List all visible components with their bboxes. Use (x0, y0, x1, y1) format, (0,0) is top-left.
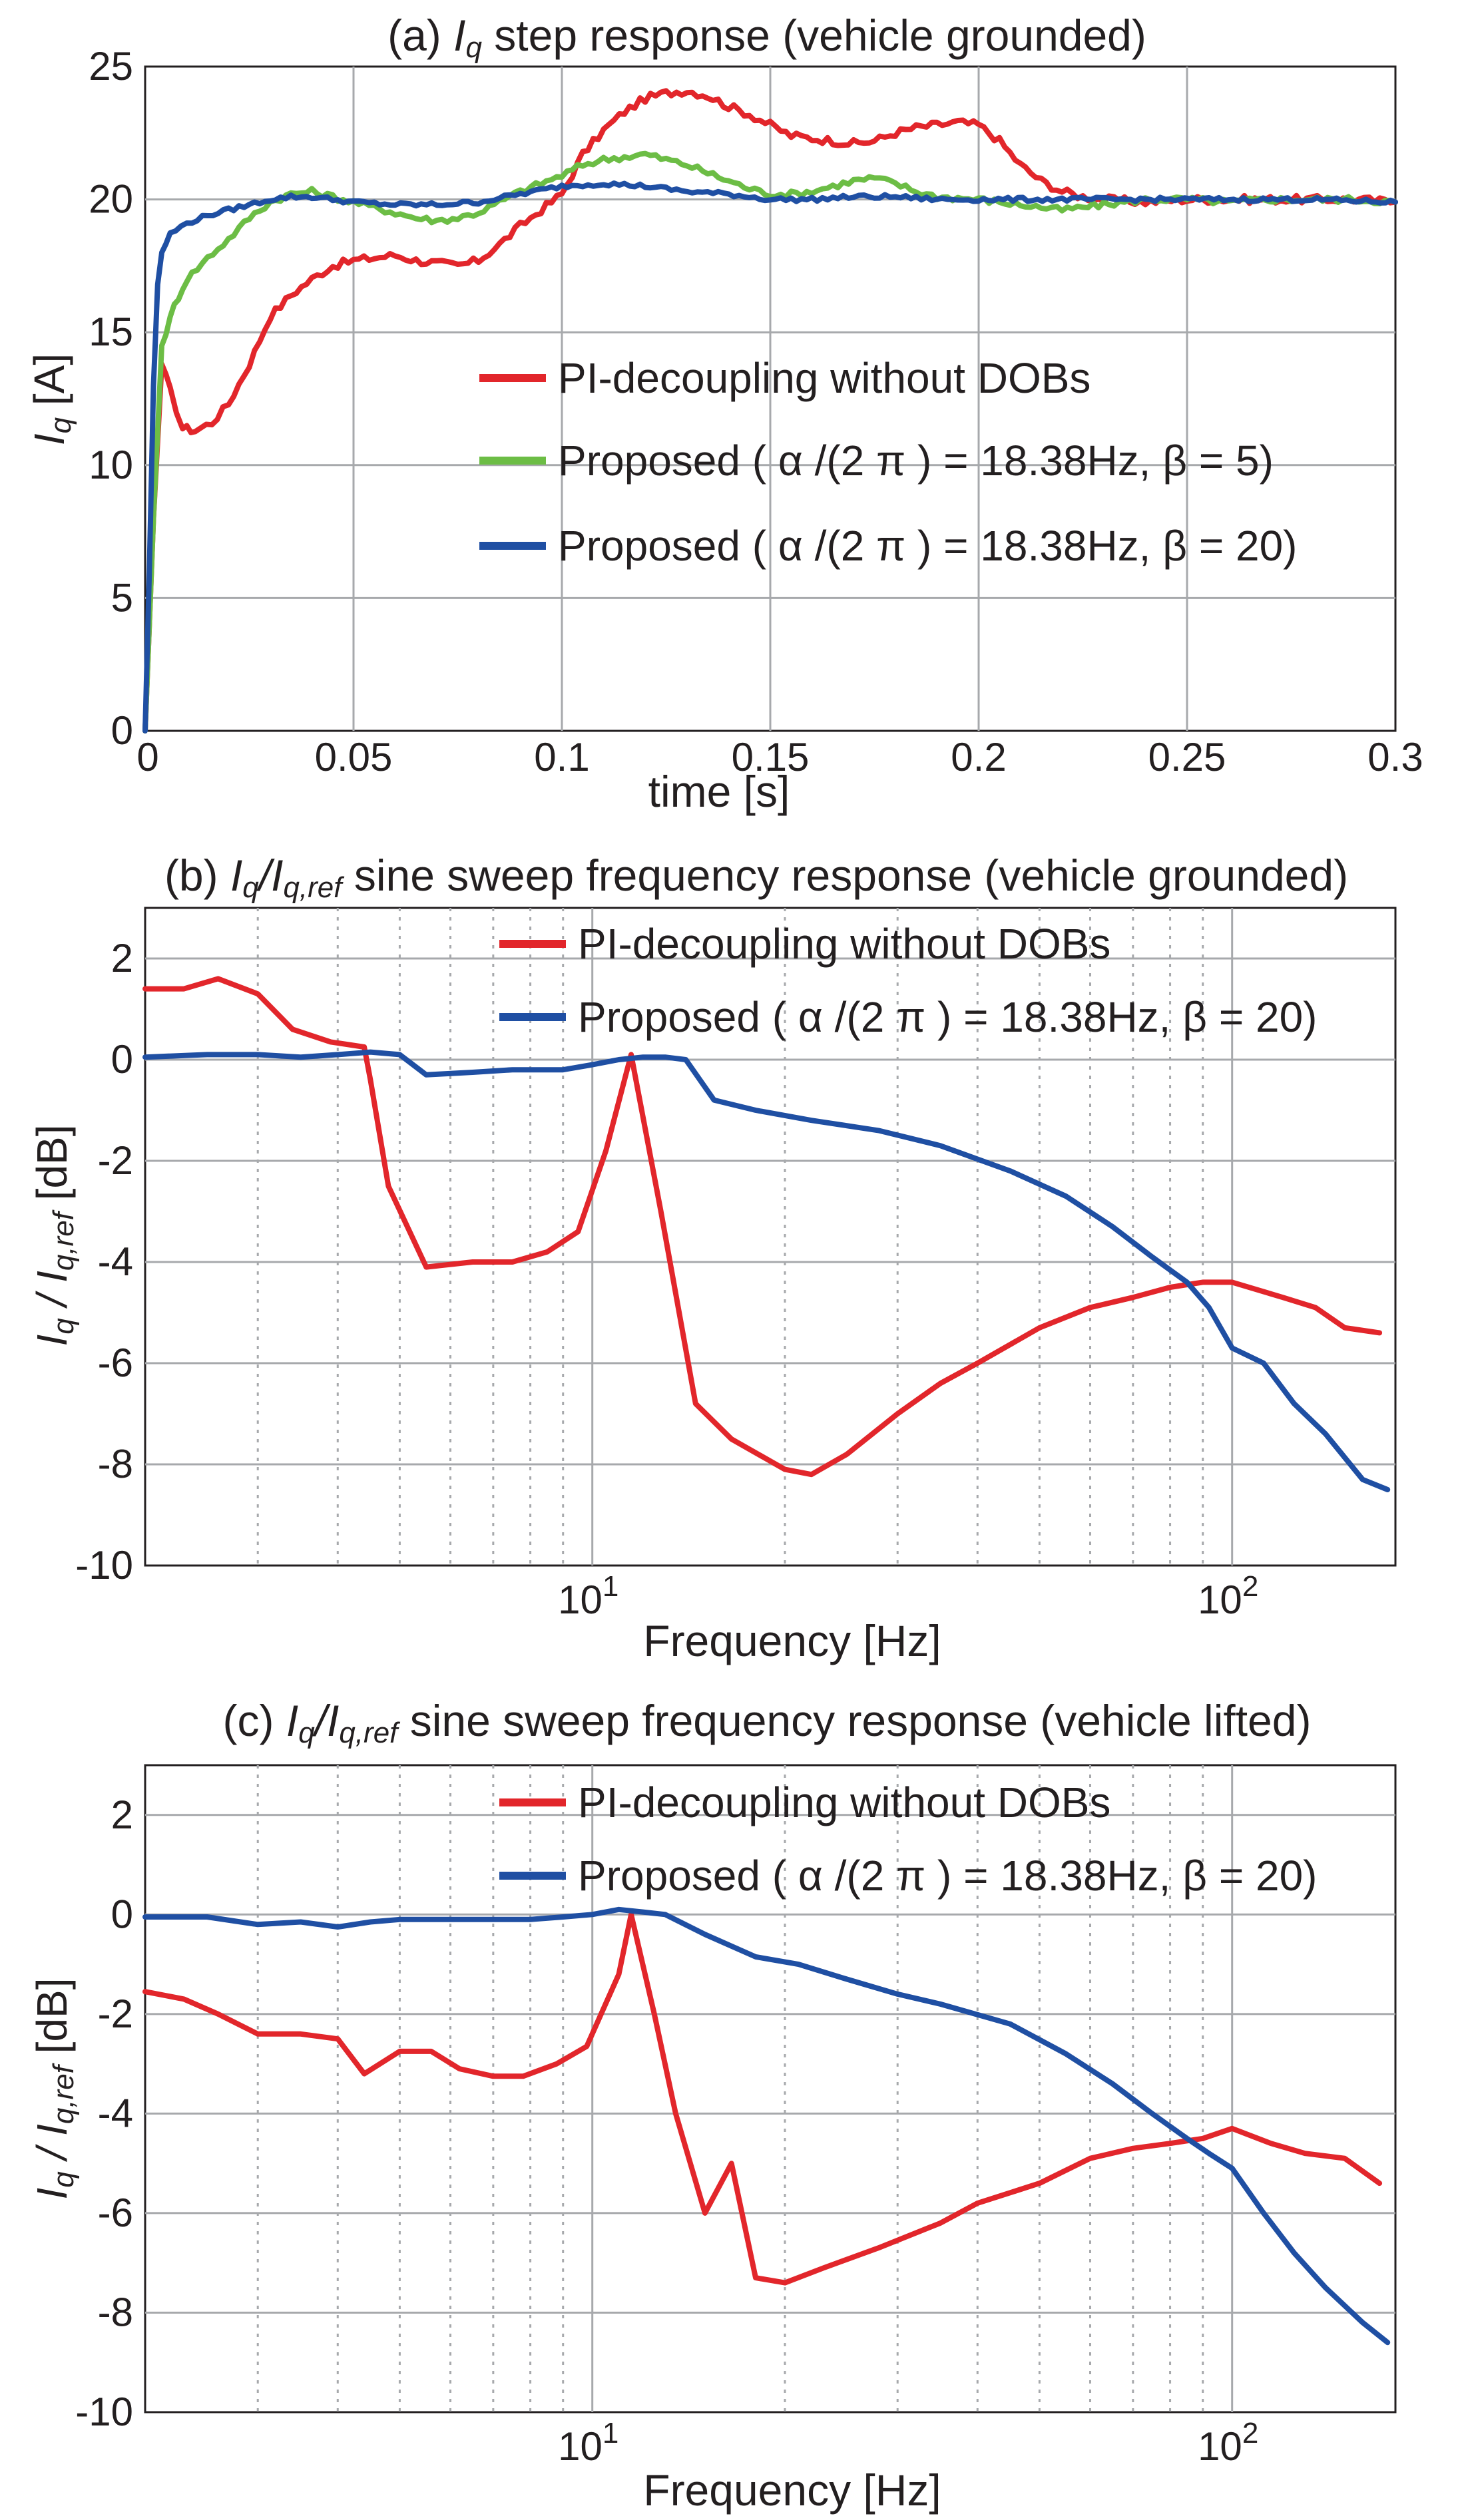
panel-b-frequency-response-grounded: (b) Iq/Iq,ref sine sweep frequency respo… (28, 851, 1397, 1665)
panel-c-ticks: 2 0 -2 -4 -6 -8 -10 101 102 (75, 1792, 1258, 2469)
panel-b-legend: PI-decoupling without DOBs Proposed ( α … (499, 920, 1317, 1041)
legend-item-pi-decoupling: PI-decoupling without DOBs (479, 354, 1091, 402)
series-line-blue (142, 1049, 1391, 1492)
panel-a-step-response: (a) Iq step response (vehicle grounded) … (25, 11, 1423, 816)
panel-c-grid (145, 1765, 1395, 2412)
panel-c-series (142, 1906, 1391, 2346)
legend-item-pi-decoupling: PI-decoupling without DOBs (499, 920, 1110, 968)
panel-c-title: (c) Iq/Iq,ref sine sweep frequency respo… (223, 1696, 1312, 1749)
y-tick-label: 0 (111, 1037, 133, 1082)
x-tick-label: 0.15 (732, 735, 810, 779)
y-tick-label: 2 (111, 1792, 133, 1837)
panel-b-ticks: 2 0 -2 -4 -6 -8 -10 101 102 (75, 936, 1258, 1622)
legend-item-proposed-beta-20: Proposed ( α /(2 π ) = 18.38Hz, β = 20) (479, 522, 1297, 570)
y-tick-label: -2 (98, 1138, 133, 1183)
series-line-red (142, 976, 1383, 1478)
legend-label: Proposed ( α /(2 π ) = 18.38Hz, β = 20) (578, 993, 1317, 1041)
panel-c-plot-area (144, 1764, 1397, 2414)
y-tick-label: 10 (89, 443, 133, 487)
panel-a-ticks: 0 5 10 15 20 25 0 0.05 0.1 0.15 0.2 0.25 0.3 (89, 44, 1423, 779)
x-tick-label: 0.3 (1367, 735, 1423, 779)
x-tick-label: 0.05 (315, 735, 393, 779)
y-tick-label: -2 (98, 1992, 133, 2036)
x-tick-label: 0.1 (534, 735, 589, 779)
panel-b-title: (b) Iq/Iq,ref sine sweep frequency respo… (164, 851, 1348, 904)
panel-c-y-axis-label: Iq / Iq,ref [dB] (28, 1978, 80, 2199)
panel-b-y-axis-label: Iq / Iq,ref [dB] (28, 1124, 80, 1346)
y-tick-label: 25 (89, 44, 133, 89)
y-tick-label: 5 (111, 575, 133, 620)
x-tick-label: 101 (558, 2417, 618, 2469)
legend-label: Proposed ( α /(2 π ) = 18.38Hz, β = 5) (558, 437, 1274, 485)
y-tick-label: -4 (98, 2091, 133, 2135)
x-tick-label: 101 (558, 1570, 618, 1622)
x-tick-label: 0.25 (1148, 735, 1226, 779)
y-tick-label: -8 (98, 2290, 133, 2334)
y-tick-label: 0 (111, 708, 133, 753)
y-tick-label: 0 (111, 1892, 133, 1936)
panel-a-title: (a) Iq step response (vehicle grounded) (387, 11, 1146, 64)
legend-label: Proposed ( α /(2 π ) = 18.38Hz, β = 20) (558, 522, 1297, 570)
series-line-blue (142, 1906, 1391, 2346)
y-tick-label: 15 (89, 310, 133, 354)
panel-b-grid (145, 908, 1395, 1566)
x-tick-label: 102 (1198, 2417, 1258, 2469)
legend-label: PI-decoupling without DOBs (578, 1779, 1110, 1826)
x-tick-label: 0.2 (951, 735, 1006, 779)
panel-a-x-axis-label: time [s] (648, 767, 790, 816)
x-tick-label: 0 (136, 735, 158, 779)
panel-b-series (142, 976, 1391, 1492)
panel-b-x-axis-label: Frequency [Hz] (643, 1616, 941, 1665)
y-tick-label: 20 (89, 177, 133, 222)
y-tick-label: -4 (98, 1239, 133, 1284)
y-tick-label: 2 (111, 936, 133, 980)
legend-label: Proposed ( α /(2 π ) = 18.38Hz, β = 20) (578, 1852, 1317, 1900)
series-line-red (142, 1912, 1383, 2286)
panel-c-x-axis-label: Frequency [Hz] (643, 2465, 941, 2515)
y-tick-label: -10 (75, 1543, 133, 1587)
legend-item-proposed-beta-5: Proposed ( α /(2 π ) = 18.38Hz, β = 5) (479, 437, 1274, 485)
legend-item-pi-decoupling: PI-decoupling without DOBs (499, 1779, 1110, 1826)
legend-label: PI-decoupling without DOBs (578, 920, 1110, 968)
legend-label: PI-decoupling without DOBs (558, 354, 1091, 402)
y-tick-label: -6 (98, 1341, 133, 1385)
panel-b-plot-area (144, 907, 1397, 1567)
panel-c-legend: PI-decoupling without DOBs Proposed ( α … (499, 1779, 1317, 1900)
y-tick-label: -8 (98, 1442, 133, 1486)
panel-c-frequency-response-lifted: (c) Iq/Iq,ref sine sweep frequency respo… (28, 1696, 1397, 2515)
panel-a-legend: PI-decoupling without DOBs Proposed ( α … (479, 354, 1297, 570)
y-tick-label: -6 (98, 2191, 133, 2235)
legend-item-proposed-beta-20: Proposed ( α /(2 π ) = 18.38Hz, β = 20) (499, 993, 1317, 1041)
legend-item-proposed-beta-20: Proposed ( α /(2 π ) = 18.38Hz, β = 20) (499, 1852, 1317, 1900)
y-tick-label: -10 (75, 2390, 133, 2434)
series-line-blue (142, 180, 1398, 734)
panel-a-series (142, 88, 1398, 734)
x-tick-label: 102 (1198, 1570, 1258, 1622)
panel-a-y-axis-label: Iq [A] (25, 353, 77, 445)
